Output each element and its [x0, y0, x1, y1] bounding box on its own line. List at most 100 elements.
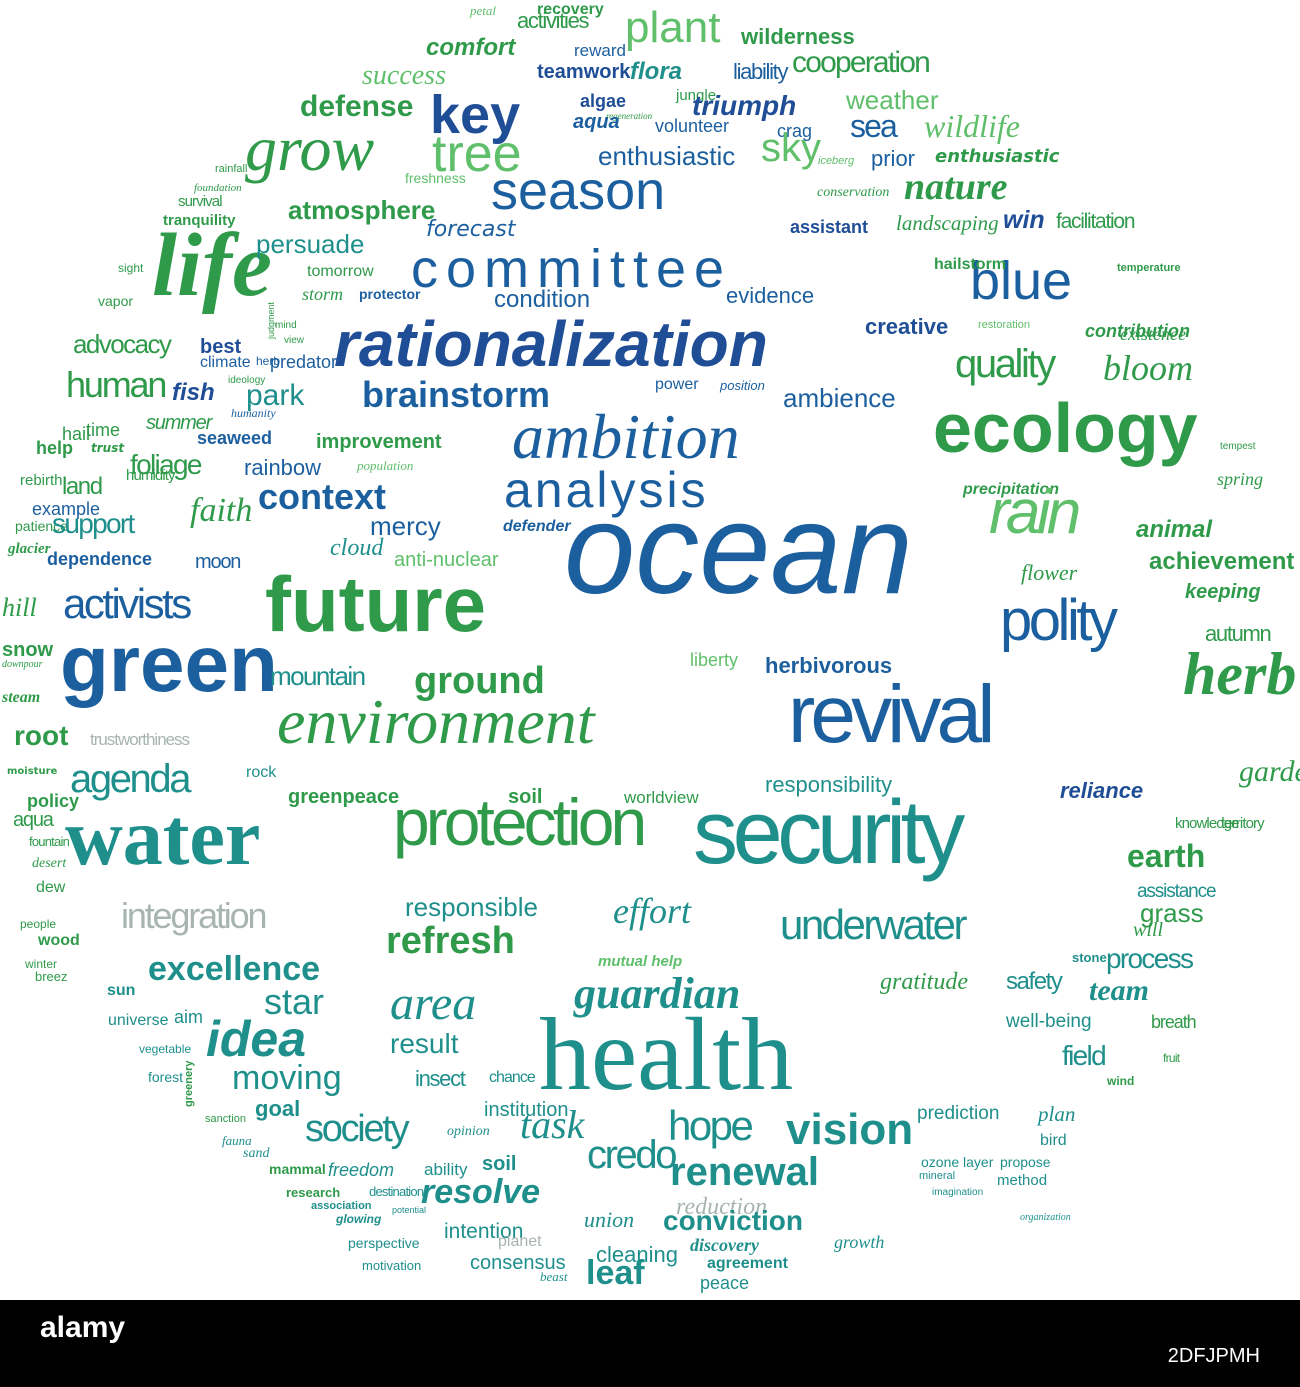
cloud-word: volunteer: [655, 116, 730, 136]
cloud-word: discovery: [690, 1235, 759, 1255]
cloud-word: prior: [871, 146, 916, 171]
cloud-word: propose: [1000, 1154, 1051, 1170]
cloud-word: rain: [989, 478, 1081, 547]
cloud-word: mountain: [270, 661, 366, 691]
cloud-word: assistance: [1137, 881, 1217, 902]
cloud-word: defender: [503, 518, 571, 535]
cloud-word: field: [1062, 1040, 1107, 1071]
cloud-word: well-being: [1006, 1011, 1092, 1032]
cloud-word: condition: [494, 286, 591, 313]
cloud-word: territory: [1221, 815, 1265, 832]
cloud-word: wind: [1107, 1074, 1135, 1088]
cloud-word: cleaning: [596, 1242, 678, 1267]
cloud-word: activities: [517, 8, 589, 33]
cloud-word: seaweed: [197, 428, 273, 448]
cloud-word: park: [246, 379, 305, 412]
cloud-word: patience: [15, 518, 68, 534]
cloud-word: creative: [865, 314, 949, 339]
cloud-word: area: [390, 977, 477, 1030]
cloud-word: integration: [121, 895, 268, 936]
cloud-word: opinion: [447, 1124, 490, 1139]
cloud-word: context: [258, 476, 387, 517]
cloud-word: summer: [146, 412, 212, 434]
cloud-word: environment: [277, 686, 595, 757]
cloud-word: human: [66, 364, 167, 405]
cloud-word: defense: [300, 90, 414, 123]
cloud-word: hope: [668, 1102, 754, 1149]
cloud-word: perspective: [348, 1235, 420, 1251]
cloud-word: bloom: [1103, 348, 1193, 388]
cloud-word: improvement: [316, 431, 442, 453]
cloud-word: idea: [206, 1011, 307, 1067]
cloud-word: polity: [1000, 588, 1118, 653]
cloud-word: evidence: [726, 283, 815, 308]
cloud-word: animal: [1136, 516, 1213, 543]
cloud-word: association: [311, 1200, 372, 1212]
cloud-word: sight: [118, 261, 144, 275]
cloud-word: renewal: [670, 1150, 819, 1194]
cloud-word: soil: [508, 786, 543, 808]
cloud-word: rationalization: [334, 308, 768, 380]
cloud-word: example: [32, 499, 101, 519]
cloud-word: agenda: [70, 757, 191, 801]
cloud-word: earth: [1127, 838, 1206, 874]
cloud-word: autumn: [1205, 621, 1272, 646]
cloud-word: temperature: [1117, 262, 1181, 274]
cloud-word: sea: [850, 108, 898, 144]
cloud-word: tree: [432, 125, 522, 183]
cloud-word: foundation: [194, 182, 242, 194]
cloud-word: ideology: [228, 375, 266, 386]
cloud-word: planet: [498, 1233, 542, 1250]
cloud-word: organization: [1020, 1212, 1071, 1223]
cloud-word: freshness: [405, 170, 466, 186]
cloud-word: gratitude: [880, 969, 968, 995]
cloud-word: mineral: [919, 1170, 956, 1182]
cloud-word: will: [1133, 919, 1164, 941]
cloud-word: reliance: [1060, 778, 1144, 803]
cloud-word: enthusiastic: [598, 141, 736, 171]
cloud-word: algae: [580, 91, 627, 111]
cloud-word: green: [60, 619, 278, 708]
image-id: 2DFJPMH: [1167, 1345, 1260, 1367]
cloud-word: underwater: [780, 901, 967, 948]
cloud-word: flora: [630, 58, 683, 85]
cloud-word: tranquility: [163, 212, 236, 229]
cloud-word: dependence: [47, 549, 153, 569]
cloud-word: rainbow: [244, 455, 322, 480]
cloud-word: leaf: [586, 1254, 645, 1292]
cloud-word: method: [997, 1172, 1048, 1189]
cloud-word: future: [265, 560, 486, 648]
cloud-word: sand: [243, 1146, 270, 1161]
cloud-word: trust: [91, 441, 125, 455]
cloud-word: guardian: [574, 969, 741, 1018]
cloud-word: destination: [369, 1184, 424, 1199]
cloud-word: ambience: [783, 383, 896, 413]
cloud-word: comfort: [426, 34, 516, 61]
cloud-word: cooperation: [792, 46, 931, 79]
cloud-word: committee: [411, 239, 733, 299]
cloud-word: aqua: [13, 809, 54, 831]
cloud-word: life: [152, 216, 272, 315]
cloud-word: persuade: [256, 229, 365, 259]
cloud-word: reduction: [676, 1194, 768, 1220]
cloud-word: achievement: [1149, 548, 1295, 575]
cloud-word: desert: [32, 856, 67, 871]
cloud-word: humanity: [231, 406, 276, 420]
word-cloud: petal recovery activities plant wilderness co…: [2, 2, 1300, 1293]
cloud-word: nature: [904, 166, 1008, 208]
cloud-word: fauna: [222, 1133, 252, 1148]
cloud-word: greenpeace: [288, 786, 400, 808]
cloud-word: mercy: [370, 511, 441, 541]
cloud-word: credo: [587, 1133, 677, 1177]
cloud-word: grow: [245, 113, 375, 184]
cloud-word: insect: [415, 1066, 466, 1091]
cloud-word: foliage: [130, 449, 202, 480]
cloud-word: assistant: [790, 217, 869, 237]
cloud-word: petal: [470, 3, 496, 18]
cloud-word: spring: [1217, 469, 1264, 489]
cloud-word: freedom: [328, 1160, 395, 1180]
cloud-word: vegetable: [139, 1042, 192, 1056]
cloud-word: herbivorous: [765, 653, 893, 678]
cloud-word: plan: [1038, 1102, 1076, 1126]
cloud-word: potential: [392, 1205, 427, 1215]
